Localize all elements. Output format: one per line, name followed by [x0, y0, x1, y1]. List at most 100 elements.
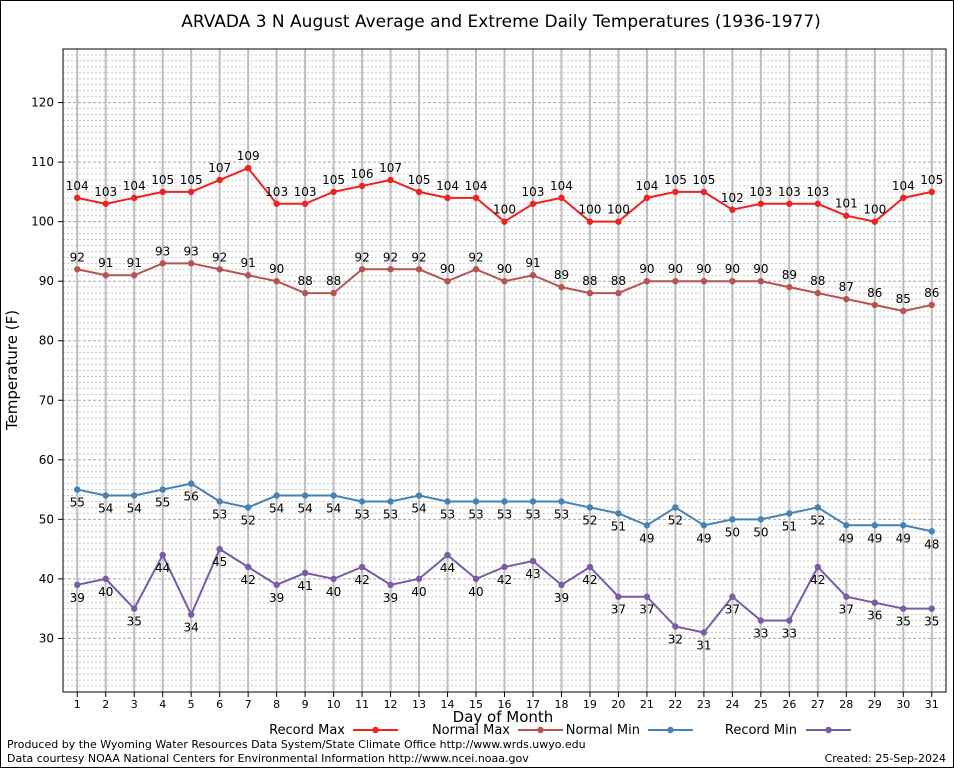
data-label: 43	[525, 567, 540, 581]
data-label: 92	[468, 250, 483, 264]
data-point	[615, 218, 622, 225]
x-tick-label: 6	[216, 698, 223, 711]
x-tick-label: 16	[498, 698, 512, 711]
data-point	[586, 563, 594, 571]
data-point	[900, 194, 907, 202]
data-label: 40	[98, 585, 113, 599]
data-label: 52	[582, 513, 597, 527]
data-point	[814, 289, 822, 297]
data-point	[159, 188, 166, 196]
data-point	[814, 563, 822, 571]
data-label: 51	[611, 519, 626, 533]
data-label: 40	[326, 585, 341, 599]
legend-item: Record Min	[725, 723, 851, 738]
data-point	[358, 182, 366, 190]
data-point	[586, 504, 594, 511]
data-label: 89	[782, 268, 797, 282]
data-point	[244, 504, 252, 511]
data-label: 32	[668, 633, 683, 647]
data-point	[871, 218, 878, 225]
legend-item: Record Max	[269, 723, 398, 738]
data-point	[729, 277, 736, 285]
data-point	[358, 266, 366, 273]
data-point	[74, 581, 81, 589]
data-point	[786, 200, 793, 207]
data-label: 90	[725, 262, 740, 276]
data-label: 109	[237, 149, 260, 163]
data-label: 92	[354, 250, 369, 264]
legend-marker	[667, 726, 674, 734]
data-point	[131, 194, 138, 202]
x-tick-label: 21	[640, 698, 654, 711]
data-label: 104	[635, 179, 658, 193]
data-label: 90	[497, 262, 512, 276]
x-tick-label: 1	[74, 698, 81, 711]
data-point	[871, 599, 878, 606]
data-point	[672, 188, 679, 196]
data-label: 103	[294, 185, 317, 199]
data-label: 104	[123, 179, 146, 193]
data-point	[244, 164, 252, 172]
y-axis-label: Temperature (F)	[3, 310, 21, 431]
data-label: 91	[98, 256, 113, 270]
data-label: 54	[411, 502, 426, 516]
data-label: 42	[497, 573, 512, 587]
data-label: 53	[497, 507, 512, 521]
data-point	[74, 266, 81, 273]
data-point	[444, 277, 451, 285]
x-tick-label: 9	[302, 698, 309, 711]
data-point	[843, 295, 850, 303]
x-tick-label: 23	[697, 698, 711, 711]
data-label: 39	[269, 591, 284, 605]
data-label: 93	[155, 244, 170, 258]
y-tick-label: 90	[39, 274, 54, 288]
data-label: 52	[668, 513, 683, 527]
data-label: 91	[525, 256, 540, 270]
x-tick-label: 5	[188, 698, 195, 711]
data-label: 39	[383, 591, 398, 605]
y-tick-label: 100	[31, 215, 54, 229]
x-tick-label: 22	[668, 698, 682, 711]
x-tick-label: 14	[441, 698, 455, 711]
data-label: 33	[782, 627, 797, 641]
legend-label: Normal Max	[432, 723, 510, 738]
data-label: 53	[354, 507, 369, 521]
data-label: 100	[863, 203, 886, 217]
data-point	[643, 277, 651, 285]
y-tick-label: 80	[39, 334, 54, 348]
data-point	[700, 522, 708, 529]
data-label: 42	[582, 573, 597, 587]
data-label: 35	[924, 615, 939, 629]
data-point	[358, 563, 366, 571]
data-label: 87	[839, 280, 854, 294]
data-label: 88	[611, 274, 626, 288]
data-point	[244, 563, 252, 571]
legend-marker	[825, 726, 832, 734]
data-point	[729, 206, 736, 213]
data-point	[615, 510, 622, 517]
data-label: 44	[440, 561, 455, 575]
data-point	[472, 498, 480, 505]
data-label: 102	[721, 191, 744, 205]
data-label: 107	[208, 161, 231, 175]
data-point	[102, 492, 109, 499]
data-label: 40	[411, 585, 426, 599]
data-label: 56	[184, 490, 199, 504]
plot-grid	[63, 49, 946, 693]
data-point	[131, 605, 138, 612]
data-point	[757, 617, 765, 624]
data-label: 90	[668, 262, 683, 276]
data-label: 105	[408, 173, 431, 187]
data-point	[558, 283, 565, 291]
data-point	[301, 492, 309, 499]
data-label: 49	[839, 531, 854, 545]
data-point	[900, 522, 907, 529]
data-point	[843, 522, 850, 529]
data-label: 48	[924, 537, 939, 551]
x-tick-label: 18	[554, 698, 568, 711]
data-label: 104	[465, 179, 488, 193]
legend: Record Max Normal Max Normal Min Record Min	[269, 723, 851, 738]
data-label: 41	[297, 579, 312, 593]
x-axis-label: Day of Month	[453, 708, 554, 726]
y-tick-label: 110	[31, 155, 54, 169]
